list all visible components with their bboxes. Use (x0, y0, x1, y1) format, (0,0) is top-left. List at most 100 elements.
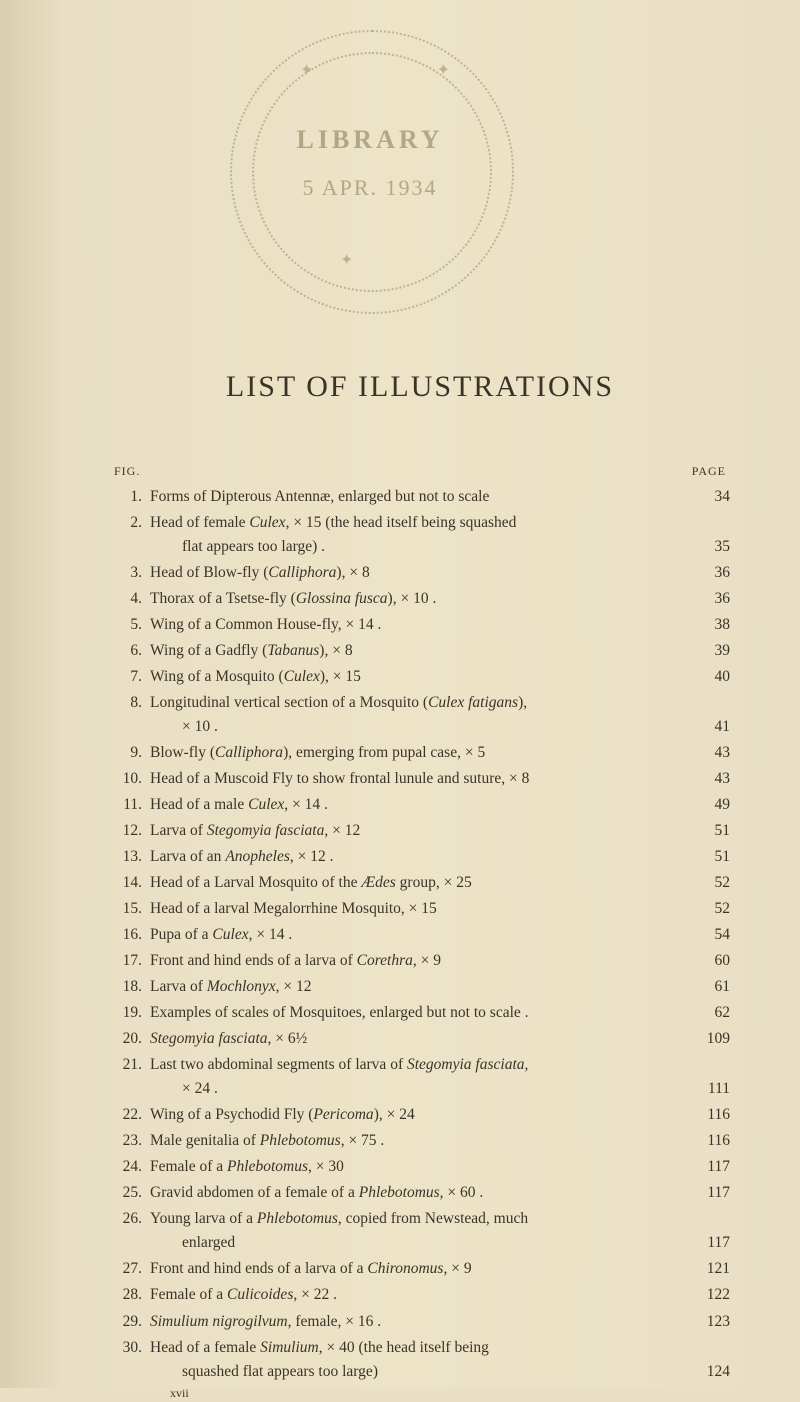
list-entry: 12.Larva of Stegomyia fasciata, × 12 51 (110, 819, 730, 843)
list-entry: 28.Female of a Culicoides, × 22 .122 (110, 1283, 730, 1307)
page-number: 117 (686, 1155, 730, 1179)
figure-number: 16. (110, 923, 150, 947)
entry-description: Young larva of a Phlebotomus, copied fro… (150, 1207, 730, 1255)
list-entry: 17.Front and hind ends of a larva of Cor… (110, 949, 730, 973)
page-number: 124 (686, 1360, 730, 1384)
header-page: PAGE (692, 464, 726, 479)
page-number: 51 (686, 845, 730, 869)
entry-description: Head of a male Culex, × 14 .49 (150, 793, 730, 817)
entry-last-line: enlarged117 (150, 1231, 730, 1255)
entry-text: Larva of Mochlonyx, × 12 (150, 975, 312, 999)
entry-text: Pupa of a Culex, × 14 . (150, 923, 292, 947)
stamp-decoration: ✦ (437, 60, 450, 80)
entry-description: Larva of an Anopheles, × 12 .51 (150, 845, 730, 869)
stamp-decoration: ✦ (300, 60, 313, 80)
figure-number: 6. (110, 639, 150, 663)
figure-number: 7. (110, 665, 150, 689)
page-number: 51 (686, 819, 730, 843)
entry-last-line: Male genitalia of Phlebotomus, × 75 . 116 (150, 1129, 730, 1153)
figure-number: 17. (110, 949, 150, 973)
list-entry: 14.Head of a Larval Mosquito of the Ædes… (110, 871, 730, 895)
entry-last-line: Head of a Larval Mosquito of the Ædes gr… (150, 871, 730, 895)
list-entry: 25.Gravid abdomen of a female of a Phleb… (110, 1181, 730, 1205)
list-entry: 15.Head of a larval Megalorrhine Mosquit… (110, 897, 730, 921)
list-entry: 6.Wing of a Gadfly (Tabanus), × 839 (110, 639, 730, 663)
figure-number: 24. (110, 1155, 150, 1179)
page-number: 52 (686, 897, 730, 921)
entry-last-line: Female of a Culicoides, × 22 .122 (150, 1283, 730, 1307)
figure-number: 10. (110, 767, 150, 791)
entry-text: Front and hind ends of a larva of Coreth… (150, 949, 441, 973)
list-entry: 23.Male genitalia of Phlebotomus, × 75 .… (110, 1129, 730, 1153)
list-entry: 8.Longitudinal vertical section of a Mos… (110, 691, 730, 739)
library-stamp: ✦ ✦ ✦ LIBRARY 5 APR. 1934 (230, 30, 510, 310)
entry-description: Larva of Mochlonyx, × 1261 (150, 975, 730, 999)
entry-last-line: Front and hind ends of a larva of a Chir… (150, 1257, 730, 1281)
entry-last-line: Blow-fly (Calliphora), emerging from pup… (150, 741, 730, 765)
figure-number: 28. (110, 1283, 150, 1307)
entry-description: Forms of Dipterous Antennæ, enlarged but… (150, 485, 730, 509)
entry-last-line: Larva of Mochlonyx, × 1261 (150, 975, 730, 999)
figure-number: 11. (110, 793, 150, 817)
figure-number: 12. (110, 819, 150, 843)
entry-last-line: flat appears too large) .35 (150, 535, 730, 559)
entry-last-line: squashed flat appears too large) 124 (150, 1360, 730, 1384)
entry-text: Thorax of a Tsetse-fly (Glossina fusca),… (150, 587, 436, 611)
entry-last-line: Head of Blow-fly (Calliphora), × 836 (150, 561, 730, 585)
figure-number: 26. (110, 1207, 150, 1231)
entry-last-line: Larva of Stegomyia fasciata, × 12 51 (150, 819, 730, 843)
entry-text: Head of Blow-fly (Calliphora), × 8 (150, 561, 370, 585)
entry-description: Wing of a Gadfly (Tabanus), × 839 (150, 639, 730, 663)
entry-text: Simulium nigrogilvum, female, × 16 . (150, 1310, 381, 1334)
page-number: 60 (686, 949, 730, 973)
entry-text: Male genitalia of Phlebotomus, × 75 . (150, 1129, 384, 1153)
list-entry: 11.Head of a male Culex, × 14 .49 (110, 793, 730, 817)
entry-text: × 10 . (182, 715, 218, 739)
entry-description: Male genitalia of Phlebotomus, × 75 . 116 (150, 1129, 730, 1153)
entry-text: Wing of a Psychodid Fly (Pericoma), × 24 (150, 1103, 415, 1127)
entry-description: Female of a Phlebotomus, × 30 117 (150, 1155, 730, 1179)
page-number: 54 (686, 923, 730, 947)
figure-number: 5. (110, 613, 150, 637)
entry-text: enlarged (182, 1231, 235, 1255)
list-entry: 3.Head of Blow-fly (Calliphora), × 836 (110, 561, 730, 585)
entry-text: Larva of Stegomyia fasciata, × 12 (150, 819, 360, 843)
figure-number: 27. (110, 1257, 150, 1281)
entry-description: Head of a Muscoid Fly to show frontal lu… (150, 767, 730, 791)
entry-description: Head of female Culex, × 15 (the head its… (150, 511, 730, 559)
entry-last-line: Larva of an Anopheles, × 12 .51 (150, 845, 730, 869)
figure-number: 8. (110, 691, 150, 715)
entry-text: Wing of a Mosquito (Culex), × 15 (150, 665, 361, 689)
entry-text: squashed flat appears too large) (182, 1360, 378, 1384)
list-entry: 10.Head of a Muscoid Fly to show frontal… (110, 767, 730, 791)
gathering-signature: xvii (110, 1384, 730, 1402)
entry-last-line: Front and hind ends of a larva of Coreth… (150, 949, 730, 973)
list-header: FIG. PAGE (110, 464, 730, 479)
entry-description: Examples of scales of Mosquitoes, enlarg… (150, 1001, 730, 1025)
entry-text-line: Head of female Culex, × 15 (the head its… (150, 511, 730, 535)
entry-text: Head of a male Culex, × 14 . (150, 793, 328, 817)
figure-number: 14. (110, 871, 150, 895)
page-number: 41 (686, 715, 730, 739)
entry-last-line: × 10 . 41 (150, 715, 730, 739)
figure-number: 20. (110, 1027, 150, 1051)
figure-number: 1. (110, 485, 150, 509)
entry-last-line: Examples of scales of Mosquitoes, enlarg… (150, 1001, 730, 1025)
list-entry: 29.Simulium nigrogilvum, female, × 16 .1… (110, 1310, 730, 1334)
page-number: 117 (686, 1181, 730, 1205)
entry-description: Head of a Larval Mosquito of the Ædes gr… (150, 871, 730, 895)
entry-text: Stegomyia fasciata, × 6½ (150, 1027, 307, 1051)
list-entry: 2.Head of female Culex, × 15 (the head i… (110, 511, 730, 559)
list-entry: 13.Larva of an Anopheles, × 12 .51 (110, 845, 730, 869)
list-entry: 21.Last two abdominal segments of larva … (110, 1053, 730, 1101)
entry-description: Pupa of a Culex, × 14 . 54 (150, 923, 730, 947)
list-entry: 24.Female of a Phlebotomus, × 30 117 (110, 1155, 730, 1179)
list-entry: 18.Larva of Mochlonyx, × 1261 (110, 975, 730, 999)
stamp-inner-circle (252, 52, 492, 292)
page-number: 116 (686, 1129, 730, 1153)
entry-description: Female of a Culicoides, × 22 .122 (150, 1283, 730, 1307)
figure-number: 9. (110, 741, 150, 765)
entry-description: Wing of a Mosquito (Culex), × 1540 (150, 665, 730, 689)
entry-text: Female of a Phlebotomus, × 30 (150, 1155, 344, 1179)
page-number: 38 (686, 613, 730, 637)
